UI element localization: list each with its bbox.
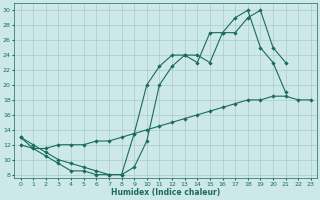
X-axis label: Humidex (Indice chaleur): Humidex (Indice chaleur): [111, 188, 220, 197]
